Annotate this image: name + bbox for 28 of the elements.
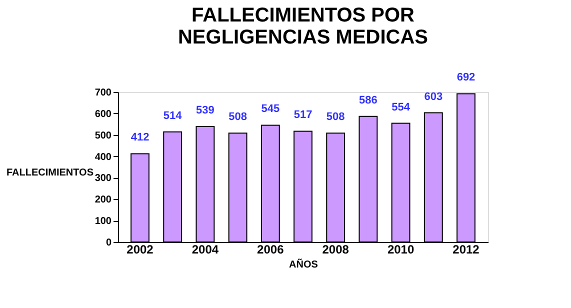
data-label: 539 (196, 104, 214, 116)
y-tick-label: 600 (94, 108, 112, 120)
data-label: 692 (456, 72, 476, 84)
data-label: 508 (326, 111, 345, 124)
data-label: 603 (424, 90, 443, 103)
y-tick-label: 0 (106, 238, 112, 248)
x-tick-label: 2010 (387, 242, 414, 256)
x-axis-title: AÑOS (289, 258, 318, 270)
y-axis-title: FALLECIMIENTOS (6, 168, 94, 178)
data-label: 412 (130, 132, 150, 144)
x-tick-label: 2004 (192, 242, 219, 256)
y-tick-label: 100 (94, 216, 112, 228)
data-label: 517 (294, 109, 312, 122)
chart-title: FALLECIMIENTOS POR NEGLIGENCIAS MEDICAS (178, 4, 428, 49)
data-label: 508 (228, 111, 247, 124)
data-label: 554 (392, 101, 411, 114)
y-tick-label: 500 (94, 130, 112, 142)
y-tick-label: 200 (94, 194, 112, 206)
x-tick-label: 2006 (257, 242, 284, 256)
x-tick-label: 2008 (322, 242, 350, 256)
x-tick-label: 2012 (452, 242, 480, 256)
data-label: 586 (359, 94, 378, 106)
y-tick-label: 400 (94, 152, 112, 163)
data-label: 514 (163, 110, 183, 122)
y-tick-label: 700 (94, 88, 112, 98)
x-tick-label: 2002 (126, 242, 154, 256)
y-tick-label: 300 (94, 173, 112, 184)
data-label: 545 (261, 103, 280, 116)
